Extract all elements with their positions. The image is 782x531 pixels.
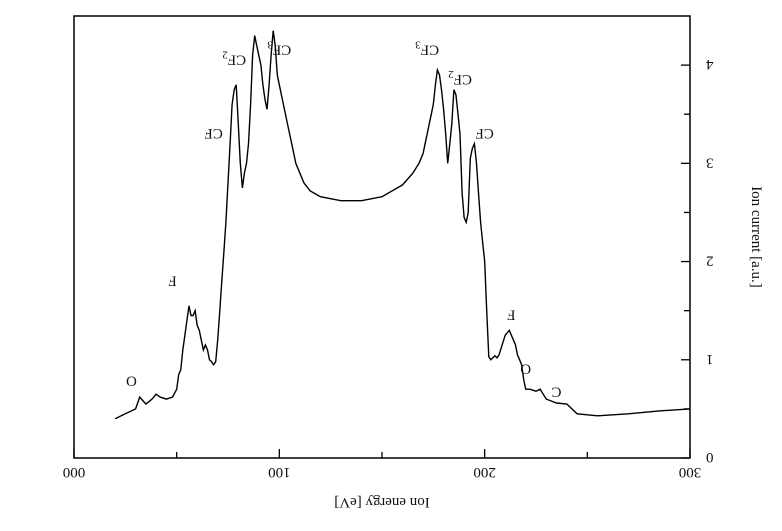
- annotation-cf: CF: [204, 125, 222, 141]
- y-tick-label: 4: [706, 56, 714, 72]
- x-tick-label: 200: [473, 464, 496, 480]
- annotation-f: F: [507, 307, 515, 323]
- x-axis-label: Ion energy [eV]: [334, 494, 430, 510]
- x-tick-label: 300: [679, 464, 702, 480]
- x-tick-label: 100: [268, 464, 291, 480]
- y-tick-label: 2: [706, 253, 714, 269]
- annotation-cf2: CF2: [222, 48, 246, 67]
- y-tick-label: 0: [706, 449, 714, 465]
- annotation-cf: CF: [475, 125, 493, 141]
- annotation-c: C: [552, 383, 562, 399]
- annotation-cf2: CF2: [448, 68, 472, 87]
- annotation-cf3: CF3: [415, 38, 439, 57]
- y-tick-label: 3: [706, 154, 714, 170]
- annotation-f: F: [168, 272, 176, 288]
- peak-annotations: C O F CF CF2 CF3 CF3 CF2 CF F O: [126, 38, 562, 399]
- x-tick-label: 000: [63, 464, 86, 480]
- y-tick-label: 1: [706, 351, 714, 367]
- ion-current-trace: [114, 30, 691, 420]
- y-axis-label: Ion current [a.u.]: [748, 186, 764, 288]
- annotation-cf3: CF3: [267, 38, 291, 57]
- annotation-o: O: [126, 372, 137, 388]
- plot-frame: [73, 15, 691, 459]
- annotation-o: O: [520, 361, 531, 377]
